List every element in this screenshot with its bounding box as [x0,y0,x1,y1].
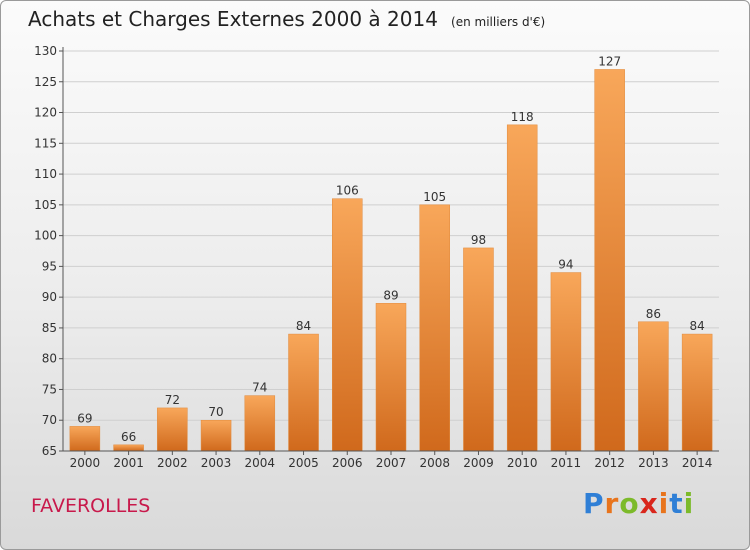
data-label: 89 [383,288,398,302]
data-label: 98 [471,233,486,247]
data-label: 72 [165,393,180,407]
y-tick-label: 110 [34,167,57,181]
x-tick-label: 2014 [682,456,713,470]
data-label: 105 [423,190,446,204]
bar [69,426,101,452]
bar [463,247,494,452]
data-label: 127 [598,54,621,68]
logo-letter: r [604,487,620,520]
y-tick-label: 115 [34,136,57,150]
y-tick-label: 70 [42,413,57,427]
bar [638,321,669,452]
bar [550,272,582,452]
x-tick-label: 2011 [551,456,582,470]
y-tick-label: 105 [34,198,57,212]
chart-subtitle: (en milliers d'€) [451,15,546,29]
bar [681,333,713,452]
data-label: 69 [77,411,92,425]
bar [200,419,232,452]
x-tick-label: 2004 [245,456,276,470]
data-label: 70 [208,405,223,419]
y-tick-label: 85 [42,321,57,335]
x-tick-label: 2001 [113,456,144,470]
axis-layer: 65 70 75 80 85 90 95 100 105 110 115 120 125 130 2000 2… [34,44,719,470]
logo-letter: x [639,487,659,520]
data-label: 74 [252,381,267,395]
y-tick-label: 100 [34,229,57,243]
y-tick-label: 80 [42,352,57,366]
x-tick-label: 2003 [201,456,232,470]
bar [594,69,625,452]
y-tick-label: 125 [34,75,57,89]
bar [157,407,188,452]
data-label: 106 [336,184,359,198]
data-label: 118 [511,110,534,124]
bar [375,303,407,452]
x-tick-label: 2012 [594,456,625,470]
x-tick-label: 2010 [507,456,538,470]
x-tick-label: 2006 [332,456,363,470]
y-tick-label: 130 [34,44,57,58]
bar-layer: 69 66 72 70 74 84 106 89 105 98 118 94 127 86 84 [69,54,713,452]
x-tick-label: 2013 [638,456,669,470]
commune-name: FAVEROLLES [31,495,151,517]
x-tick-label: 2009 [463,456,494,470]
x-tick-label: 2002 [157,456,188,470]
x-tick-label: 2005 [288,456,319,470]
x-tick-label: 2007 [376,456,407,470]
data-label: 84 [689,319,704,333]
logo-letter: t [669,487,684,520]
chart-title: Achats et Charges Externes 2000 à 2014 [28,7,438,31]
data-label: 94 [558,258,573,272]
logo-letter: i [683,487,695,520]
y-tick-label: 75 [42,382,57,396]
x-tick-label: 2000 [70,456,101,470]
y-tick-label: 65 [42,444,57,458]
bar [288,333,319,452]
logo-letter: P [583,487,605,520]
y-tick-label: 120 [34,106,57,120]
bar [244,395,276,452]
data-label: 84 [296,319,311,333]
data-label: 66 [121,430,136,444]
proxiti-logo: Proxiti [583,487,694,520]
x-tick-label: 2008 [419,456,450,470]
title-row: Achats et Charges Externes 2000 à 2014 (… [28,7,545,31]
bar [506,124,538,452]
bar [332,198,363,452]
data-label: 86 [646,307,661,321]
bar [419,204,450,452]
y-tick-label: 90 [42,290,57,304]
bar [113,444,144,452]
logo-letter: i [658,487,670,520]
y-tick-label: 95 [42,259,57,273]
logo-letter: o [619,487,640,520]
